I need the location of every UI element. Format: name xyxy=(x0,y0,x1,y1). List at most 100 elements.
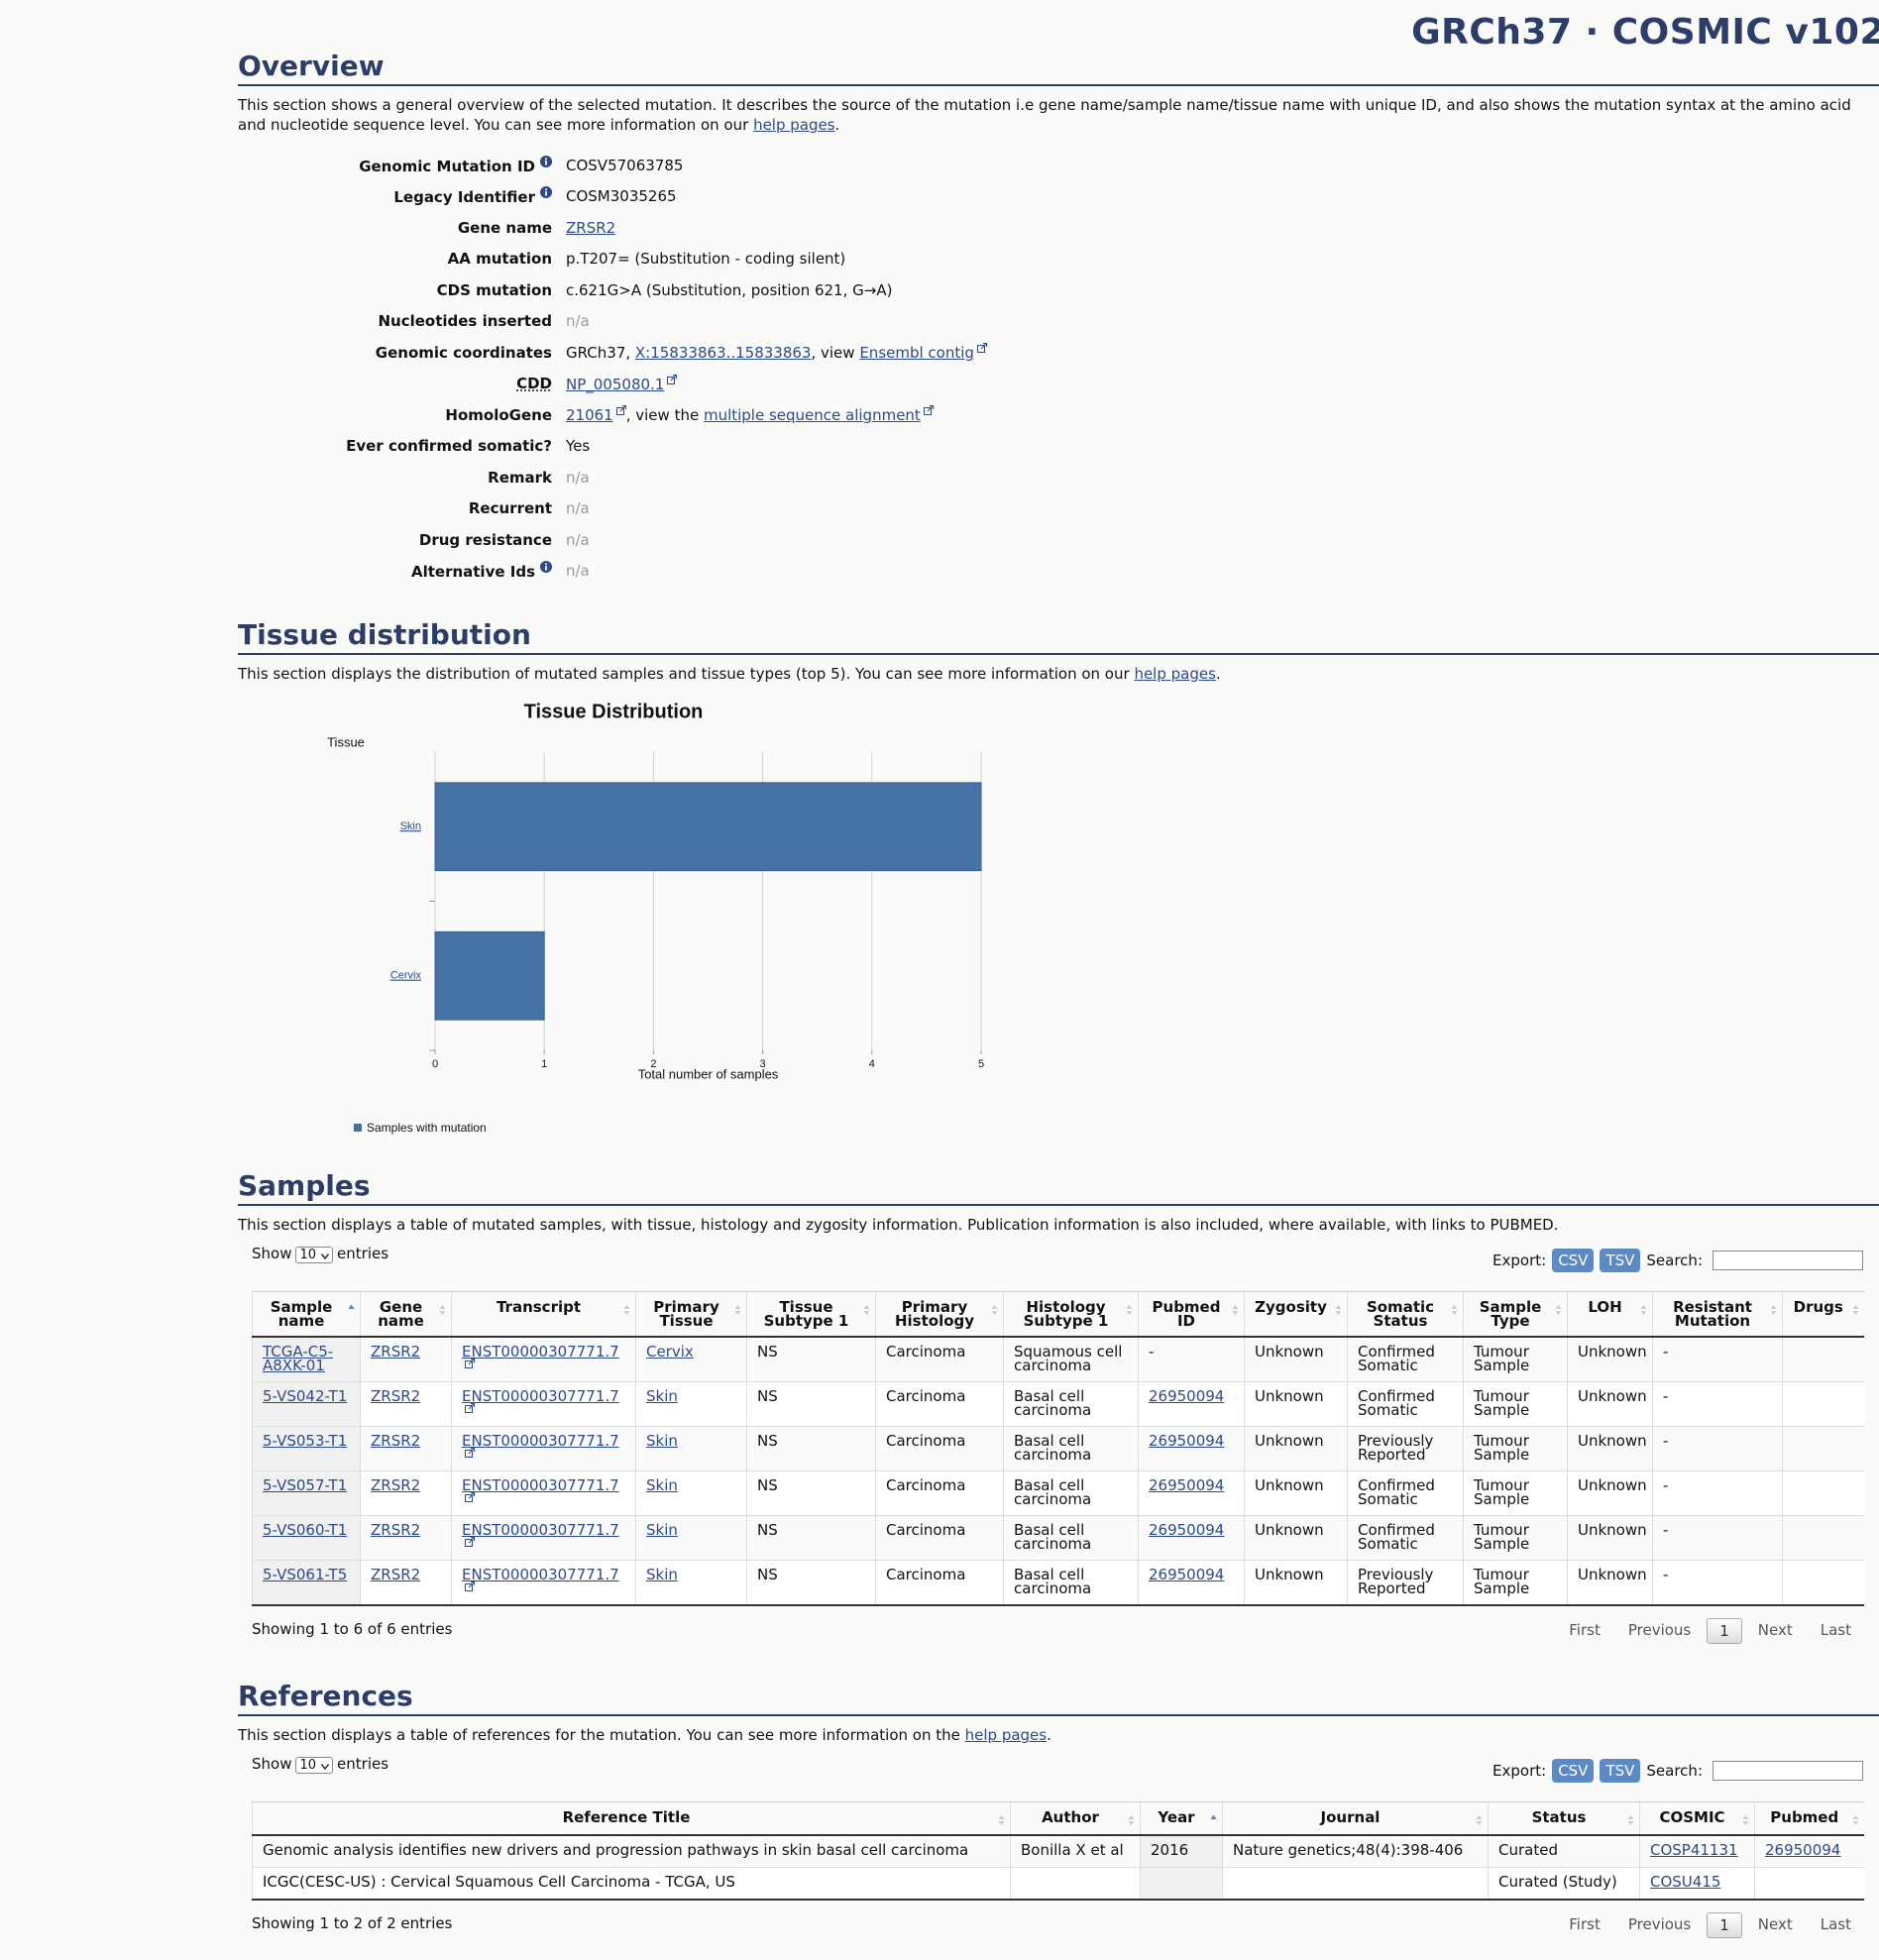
length-select[interactable]: 10 xyxy=(295,1247,334,1263)
field-label: Alternative Ids xyxy=(410,563,535,582)
page-button[interactable]: Last xyxy=(1820,1915,1851,1933)
table-cell xyxy=(1222,1867,1489,1900)
link[interactable]: ENST00000307771.7 xyxy=(462,1521,619,1539)
page-button[interactable]: First xyxy=(1569,1915,1601,1933)
text: Drugs xyxy=(1793,1298,1843,1316)
export-button[interactable]: TSV xyxy=(1600,1759,1641,1783)
link[interactable]: ZRSR2 xyxy=(371,1387,421,1405)
column-header[interactable]: Reference Title xyxy=(252,1801,1011,1836)
column-header[interactable]: Sample name xyxy=(252,1291,361,1338)
column-header[interactable]: Tissue Subtype 1 xyxy=(746,1291,876,1338)
export-button[interactable]: TSV xyxy=(1600,1249,1641,1272)
link[interactable]: 26950094 xyxy=(1149,1521,1225,1539)
table-controls: Show 10 entries Export: CSV TSV Search: xyxy=(252,1745,1863,1801)
link[interactable]: ZRSR2 xyxy=(371,1476,421,1494)
search-input[interactable] xyxy=(1713,1251,1863,1270)
page-button[interactable]: 1 xyxy=(1707,1618,1742,1644)
link[interactable]: 5-VS061-T5 xyxy=(263,1566,348,1583)
page-button[interactable]: First xyxy=(1569,1621,1601,1639)
link[interactable]: Ensembl contig xyxy=(859,344,974,363)
column-header[interactable]: Somatic Status xyxy=(1347,1291,1464,1338)
column-header[interactable]: Resistant Mutation xyxy=(1652,1291,1783,1338)
link[interactable]: ENST00000307771.7 xyxy=(462,1387,619,1405)
link[interactable]: 26950094 xyxy=(1149,1476,1225,1494)
link[interactable]: Skin xyxy=(646,1476,678,1494)
sort-icon xyxy=(1126,1305,1133,1315)
column-header[interactable]: Drugs xyxy=(1782,1291,1864,1338)
column-header[interactable]: Year xyxy=(1140,1801,1223,1836)
link[interactable]: COSU415 xyxy=(1650,1873,1721,1891)
column-header[interactable]: Journal xyxy=(1222,1801,1489,1836)
link[interactable]: TCGA-C5-A8XK-01 xyxy=(263,1343,334,1374)
search-input[interactable] xyxy=(1713,1761,1863,1781)
x-tick-label: 1 xyxy=(541,1058,547,1070)
field-value: n/a xyxy=(566,306,987,338)
column-header[interactable]: Author xyxy=(1010,1801,1141,1836)
column-header[interactable]: Primary Histology xyxy=(875,1291,1004,1338)
link[interactable]: ENST00000307771.7 xyxy=(462,1343,619,1361)
link[interactable]: ENST00000307771.7 xyxy=(462,1566,619,1583)
column-header[interactable]: Status xyxy=(1488,1801,1640,1836)
link[interactable]: 5-VS060-T1 xyxy=(263,1521,348,1539)
link[interactable]: COSP41131 xyxy=(1650,1841,1738,1859)
page-button[interactable]: 1 xyxy=(1707,1912,1742,1938)
link[interactable]: 21061 xyxy=(566,406,613,425)
column-header[interactable]: Pubmed ID xyxy=(1138,1291,1245,1338)
table-cell: Unknown xyxy=(1567,1336,1653,1382)
link[interactable]: ZRSR2 xyxy=(371,1566,421,1583)
column-header[interactable]: Primary Tissue xyxy=(635,1291,747,1338)
link[interactable]: help pages xyxy=(1134,665,1216,683)
column-header[interactable]: LOH xyxy=(1567,1291,1653,1338)
length-select[interactable]: 10 xyxy=(295,1757,334,1774)
link[interactable]: Skin xyxy=(646,1521,678,1539)
table-cell: NS xyxy=(746,1470,876,1516)
link[interactable]: 5-VS057-T1 xyxy=(263,1476,348,1494)
column-header[interactable]: Transcript xyxy=(451,1291,636,1338)
table-cell: Confirmed Somatic xyxy=(1347,1515,1464,1561)
link[interactable]: 5-VS042-T1 xyxy=(263,1387,348,1405)
page-button[interactable]: Last xyxy=(1820,1621,1851,1639)
link[interactable]: 26950094 xyxy=(1149,1566,1225,1583)
section-heading: Tissue distribution xyxy=(238,618,1879,655)
link[interactable]: ENST00000307771.7 xyxy=(462,1476,619,1494)
link[interactable]: NP_005080.1 xyxy=(566,375,665,393)
page-button[interactable]: Previous xyxy=(1627,1621,1692,1639)
column-header[interactable]: Pubmed xyxy=(1754,1801,1864,1836)
length-control: Show 10 entries xyxy=(252,1245,388,1263)
field-label-cell: Legacy Identifier xyxy=(238,181,566,213)
column-header[interactable]: Zygosity xyxy=(1244,1291,1348,1338)
link[interactable]: help pages xyxy=(964,1726,1048,1744)
link[interactable]: multiple sequence alignment xyxy=(703,406,921,425)
page-button[interactable]: Previous xyxy=(1627,1915,1692,1933)
link[interactable]: Skin xyxy=(646,1387,678,1405)
column-header[interactable]: COSMIC xyxy=(1639,1801,1755,1836)
column-header[interactable]: Gene name xyxy=(360,1291,452,1338)
link[interactable]: ENST00000307771.7 xyxy=(462,1432,619,1450)
export-button[interactable]: CSV xyxy=(1552,1759,1595,1783)
text: NS xyxy=(757,1343,778,1361)
table-cell: 26950094 xyxy=(1138,1515,1245,1561)
column-header[interactable]: Sample Type xyxy=(1463,1291,1568,1338)
link[interactable]: ZRSR2 xyxy=(566,218,616,237)
link[interactable]: 5-VS053-T1 xyxy=(263,1432,348,1450)
export-button[interactable]: CSV xyxy=(1552,1249,1595,1272)
field-row: Genomic coordinates GRCh37, X:15833863..1… xyxy=(238,337,987,369)
link[interactable]: ZRSR2 xyxy=(371,1432,421,1450)
table-cell: ENST00000307771.7 xyxy=(451,1336,636,1382)
link[interactable]: Skin xyxy=(646,1566,678,1583)
link[interactable]: X:15833863..15833863 xyxy=(634,344,812,363)
link[interactable]: Cervix xyxy=(646,1343,694,1361)
field-label: Gene name xyxy=(457,218,552,237)
link[interactable]: 26950094 xyxy=(1149,1387,1225,1405)
link[interactable]: Skin xyxy=(646,1432,678,1450)
table-cell: Unknown xyxy=(1567,1560,1653,1605)
text: Carcinoma xyxy=(886,1387,966,1405)
link[interactable]: ZRSR2 xyxy=(371,1343,421,1361)
link[interactable]: 26950094 xyxy=(1149,1432,1225,1450)
link[interactable]: 26950094 xyxy=(1765,1841,1841,1859)
link[interactable]: ZRSR2 xyxy=(371,1521,421,1539)
page-button[interactable]: Next xyxy=(1757,1621,1793,1639)
column-header[interactable]: Histology Subtype 1 xyxy=(1003,1291,1139,1338)
page-button[interactable]: Next xyxy=(1757,1915,1793,1933)
link[interactable]: help pages xyxy=(753,116,835,134)
